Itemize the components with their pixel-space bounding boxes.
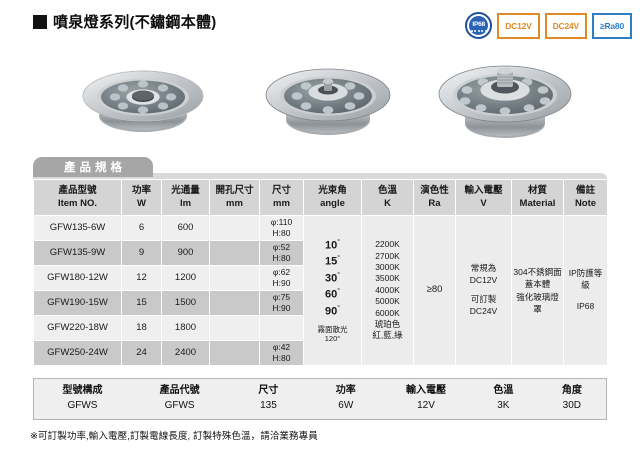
col-watt: 功率 W (121, 179, 162, 216)
fountain-light-photo-2 (240, 38, 415, 150)
col-item-no: 產品型號 Item NO. (33, 179, 122, 216)
cell-watt: 18 (121, 315, 162, 341)
cell-lumen: 600 (161, 215, 210, 241)
naming-cell-angle: 角度 30D (561, 385, 582, 411)
cell-voltage: 常規為 DC12V 可訂製 DC24V (455, 215, 512, 366)
ip68-logo-label: IP68 (472, 21, 485, 29)
cell-watt: 9 (121, 240, 162, 266)
naming-cell-size: 尺寸 135 (258, 385, 279, 411)
product-photo-row (0, 38, 640, 150)
cell-model: GFW190-15W (33, 290, 122, 316)
table-row: GFW250-24W 24 2400 φ:42 H:80 (33, 340, 608, 366)
col-cri: 演色性 Ra (413, 179, 456, 216)
cell-cri: ≥80 (413, 215, 456, 366)
certification-badges: IP68 DC12V DC24V ≥Ra80 (465, 12, 632, 39)
table-row: GFW135-9W 9 900 φ:52 H:80 (33, 240, 608, 266)
page-title-text: 噴泉燈系列(不鏽鋼本體) (53, 14, 217, 31)
dc24v-badge: DC24V (544, 12, 587, 39)
cell-lumen: 900 (161, 240, 210, 266)
table-row: GFW180-12W 12 1200 φ:62 H:90 (33, 265, 608, 291)
specification-table: 產品型號 Item NO. 功率 W 光通量 lm 開孔尺寸 mm 尺寸 mm … (33, 179, 608, 366)
dc12v-badge: DC12V (497, 12, 540, 39)
naming-cell-composition: 型號構成 GFWS (62, 385, 103, 411)
model-composition-table: 型號構成 GFWS 產品代號 GFWS 尺寸 135 功率 6W 輸入電壓 12… (33, 378, 607, 420)
cell-hole (209, 215, 260, 241)
black-square-icon (33, 15, 47, 29)
col-dimension: 尺寸 mm (259, 179, 304, 216)
cell-watt: 24 (121, 340, 162, 366)
cell-lumen: 1500 (161, 290, 210, 316)
water-drops-icon (467, 30, 490, 35)
naming-cell-cct: 色溫 3K (493, 385, 514, 411)
col-lumen: 光通量 lm (161, 179, 210, 216)
page-title: 噴泉燈系列(不鏽鋼本體) (33, 11, 217, 32)
cell-hole (209, 290, 260, 316)
cell-note: IP防護等級 IP68 (563, 215, 608, 366)
ip68-logo-icon: IP68 (465, 12, 493, 39)
cell-dimension (259, 315, 304, 341)
naming-cell-voltage: 輸入電壓 12V (405, 385, 446, 411)
cell-dimension: φ:75 H:90 (259, 290, 304, 316)
table-header-row: 產品型號 Item NO. 功率 W 光通量 lm 開孔尺寸 mm 尺寸 mm … (33, 179, 608, 216)
cell-hole (209, 240, 260, 266)
cell-model: GFW250-24W (33, 340, 122, 366)
cell-hole (209, 265, 260, 291)
naming-cell-product-code: 產品代號 GFWS (159, 385, 200, 411)
ra80-badge: ≥Ra80 (592, 12, 632, 39)
spec-tab-label: 產品規格 (64, 162, 126, 174)
spec-tab: 產品規格 (33, 157, 153, 177)
table-row: GFW135-6W 6 600 φ:110 H:80 10° 15° 30° 6… (33, 215, 608, 366)
table-row: GFW190-15W 15 1500 φ:75 H:90 (33, 290, 608, 316)
cell-dimension: φ:42 H:80 (259, 340, 304, 366)
col-cct: 色溫 K (361, 179, 414, 216)
col-voltage: 輸入電壓 V (455, 179, 512, 216)
cell-watt: 12 (121, 265, 162, 291)
col-beam-angle: 光束角 angle (303, 179, 362, 216)
cell-dimension: φ:62 H:90 (259, 265, 304, 291)
cell-hole (209, 340, 260, 366)
cell-lumen: 2400 (161, 340, 210, 366)
cell-model: GFW135-9W (33, 240, 122, 266)
fountain-light-photo-3 (415, 38, 595, 150)
cell-watt: 15 (121, 290, 162, 316)
cell-model: GFW180-12W (33, 265, 122, 291)
table-row: GFW220-18W 18 1800 (33, 315, 608, 341)
cell-dimension: φ:110 H:80 (259, 215, 304, 241)
cell-lumen: 1200 (161, 265, 210, 291)
fountain-light-photo-1 (55, 38, 230, 150)
footer-note: ※可訂製功率,輸入電壓,訂製電線長度, 訂製特殊色溫，請洽業務專員 (30, 431, 318, 442)
col-material: 材質 Material (511, 179, 564, 216)
cell-watt: 6 (121, 215, 162, 241)
cell-model: GFW220-18W (33, 315, 122, 341)
spec-tab-bar (33, 173, 607, 179)
page-header: 噴泉燈系列(不鏽鋼本體) IP68 DC12V DC24V ≥Ra80 (0, 8, 640, 39)
naming-cell-watt: 功率 6W (335, 385, 356, 411)
cell-hole (209, 315, 260, 341)
cell-lumen: 1800 (161, 315, 210, 341)
col-hole-size: 開孔尺寸 mm (209, 179, 260, 216)
cell-material: 304不銹鋼面蓋本體 強化玻璃燈罩 (511, 215, 564, 366)
cell-cct: 2200K 2700K 3000K 3500K 4000K 5000K 6000… (361, 215, 414, 366)
col-note: 備註 Note (563, 179, 608, 216)
cell-dimension: φ:52 H:80 (259, 240, 304, 266)
model-composition-row: 型號構成 GFWS 產品代號 GFWS 尺寸 135 功率 6W 輸入電壓 12… (34, 379, 607, 420)
cell-beam-angle: 10° 15° 30° 60° 90° 霧面散光 120° (303, 215, 362, 366)
cell-model: GFW135-6W (33, 215, 122, 241)
